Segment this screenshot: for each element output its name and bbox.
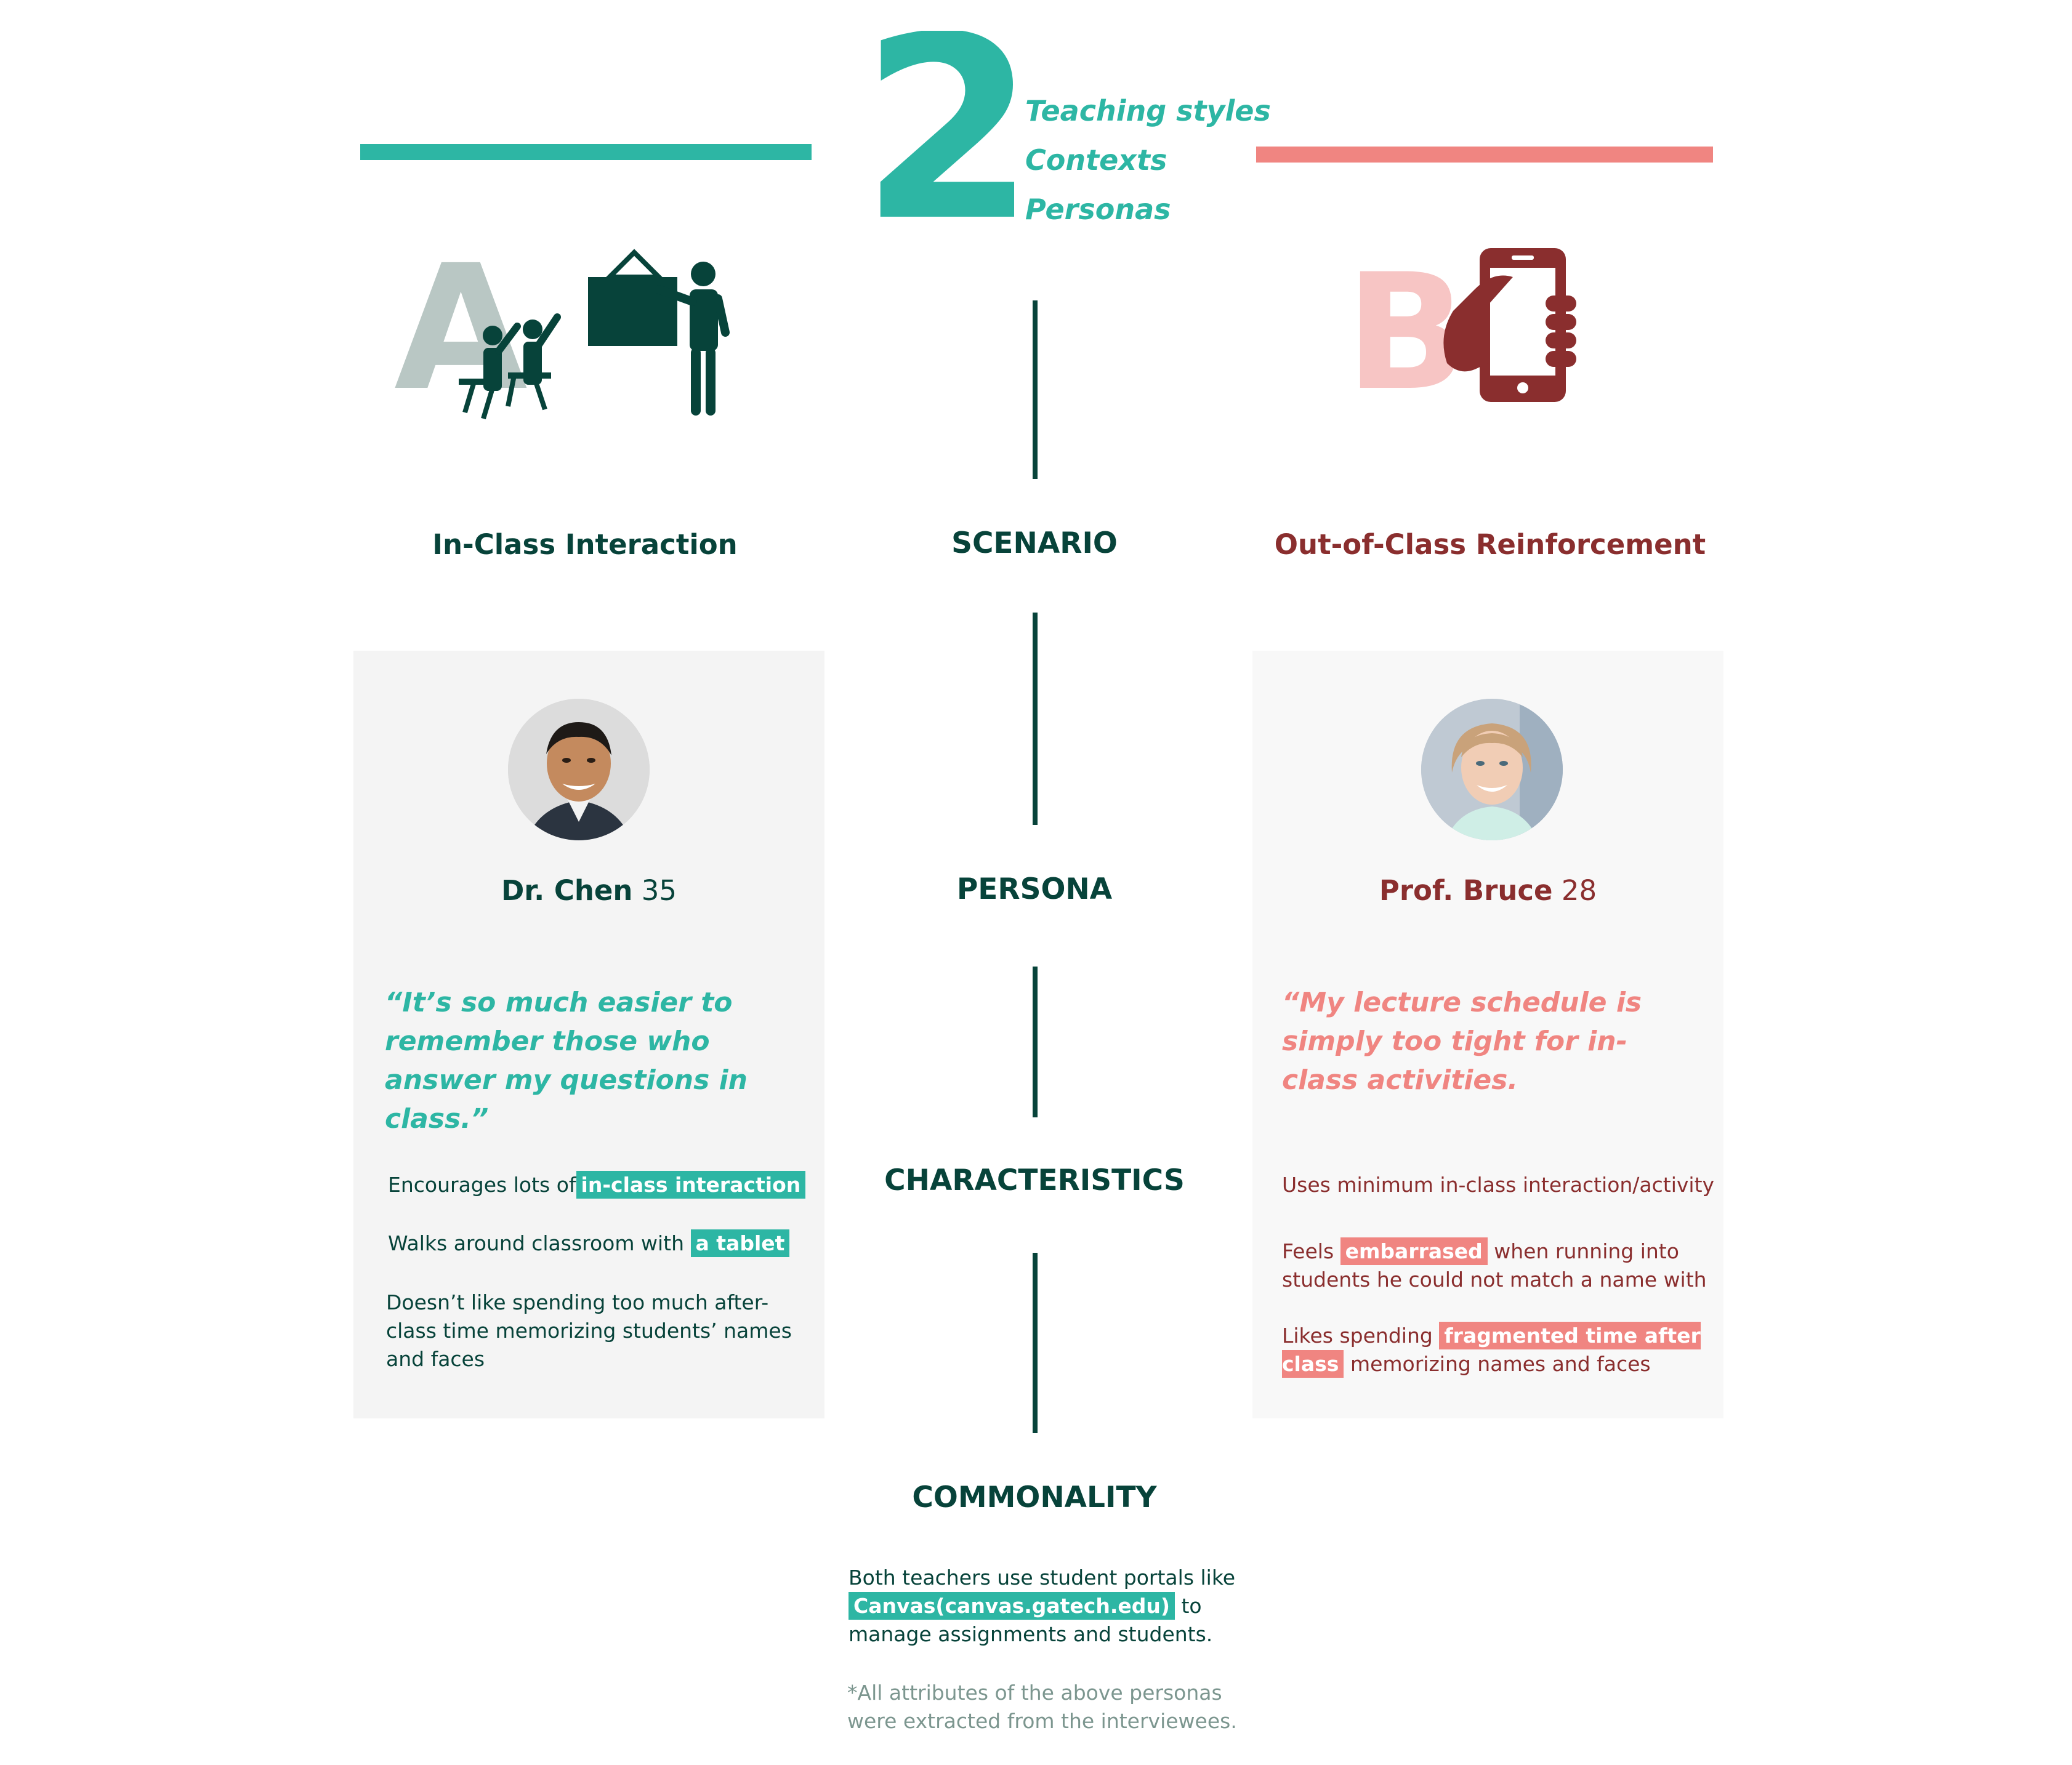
scenario-a-letter: A: [394, 240, 529, 425]
section-number: 2: [877, 31, 1019, 234]
persona-b-name: Prof. Bruce 28: [1252, 874, 1723, 907]
commonality-before: Both teachers use student portals like: [849, 1566, 1236, 1590]
char-b2-highlight: embarrased: [1340, 1237, 1488, 1265]
persona-a-name: Dr. Chen 35: [353, 874, 824, 907]
scenario-a-title: In-Class Interaction: [432, 528, 738, 561]
persona-b-characteristic-1: Uses minimum in-class interaction/activi…: [1282, 1173, 1715, 1197]
divider-line-3: [1033, 967, 1038, 1117]
char-a1-highlight: in-class interaction: [576, 1171, 806, 1199]
commonality-highlight: Canvas(canvas.gatech.edu): [849, 1592, 1175, 1620]
persona-a-age: 35: [641, 874, 677, 907]
divider-line-4: [1033, 1253, 1038, 1433]
persona-a-quote: “It’s so much easier to remember those w…: [385, 987, 748, 1135]
persona-a-name-text: Dr. Chen: [501, 874, 633, 907]
char-b2-before: Feels: [1282, 1239, 1334, 1263]
label-scenario: SCENARIO: [951, 526, 1118, 560]
header-bar-left: [360, 144, 812, 160]
persona-a-characteristic-3: Doesn’t like spending too much after-cla…: [386, 1290, 792, 1371]
section-topics: Teaching styles Contexts Personas: [1025, 86, 1271, 234]
persona-b-characteristic-3: Likes spending fragmented time after cla…: [1282, 1322, 1738, 1378]
label-persona: PERSONA: [956, 872, 1113, 906]
divider-line-2: [1033, 613, 1038, 825]
persona-b-name-text: Prof. Bruce: [1379, 874, 1553, 907]
persona-b-quote: “My lecture schedule is simply too tight…: [1282, 987, 1642, 1096]
commonality-footnote: *All attributes of the above personas we…: [847, 1681, 1237, 1733]
header-bar-right: [1256, 147, 1713, 163]
persona-b-age: 28: [1561, 874, 1597, 907]
char-b3-after: memorizing names and faces: [1350, 1352, 1651, 1376]
char-b2-after: when running into students he could not …: [1282, 1239, 1707, 1292]
person-photo-icon: [1421, 699, 1563, 840]
divider-line-1: [1033, 300, 1038, 479]
topic-personas: Personas: [1025, 193, 1171, 226]
classroom-teacher-icon: A: [394, 240, 730, 425]
commonality-after: to manage assignments and students.: [849, 1594, 1213, 1646]
avatar-dr-chen: [508, 699, 650, 840]
section-number-text: 2: [877, 31, 1019, 234]
commonality-text: Both teachers use student portals like C…: [849, 1564, 1261, 1649]
char-a1-text: Encourages lots of: [388, 1173, 576, 1197]
topic-teaching-styles: Teaching styles: [1025, 94, 1271, 127]
label-commonality: COMMONALITY: [912, 1481, 1157, 1514]
char-a2-text: Walks around classroom with: [388, 1231, 685, 1255]
hand-holding-phone-icon: B: [1345, 243, 1576, 409]
char-a2-highlight: a tablet: [690, 1229, 790, 1257]
scenario-b-title: Out-of-Class Reinforcement: [1274, 528, 1706, 561]
avatar-prof-bruce: [1421, 699, 1563, 840]
label-characteristics: CHARACTERISTICS: [884, 1164, 1185, 1197]
persona-b-characteristic-2: Feels embarrased when running into stude…: [1282, 1237, 1725, 1294]
persona-a-characteristic-1: Encourages lots of in-class interaction: [388, 1171, 813, 1199]
topic-contexts: Contexts: [1025, 143, 1167, 177]
person-photo-icon: [508, 699, 650, 840]
persona-a-characteristic-2: Walks around classroom with a tablet: [388, 1229, 813, 1258]
char-b3-before: Likes spending: [1282, 1324, 1433, 1348]
